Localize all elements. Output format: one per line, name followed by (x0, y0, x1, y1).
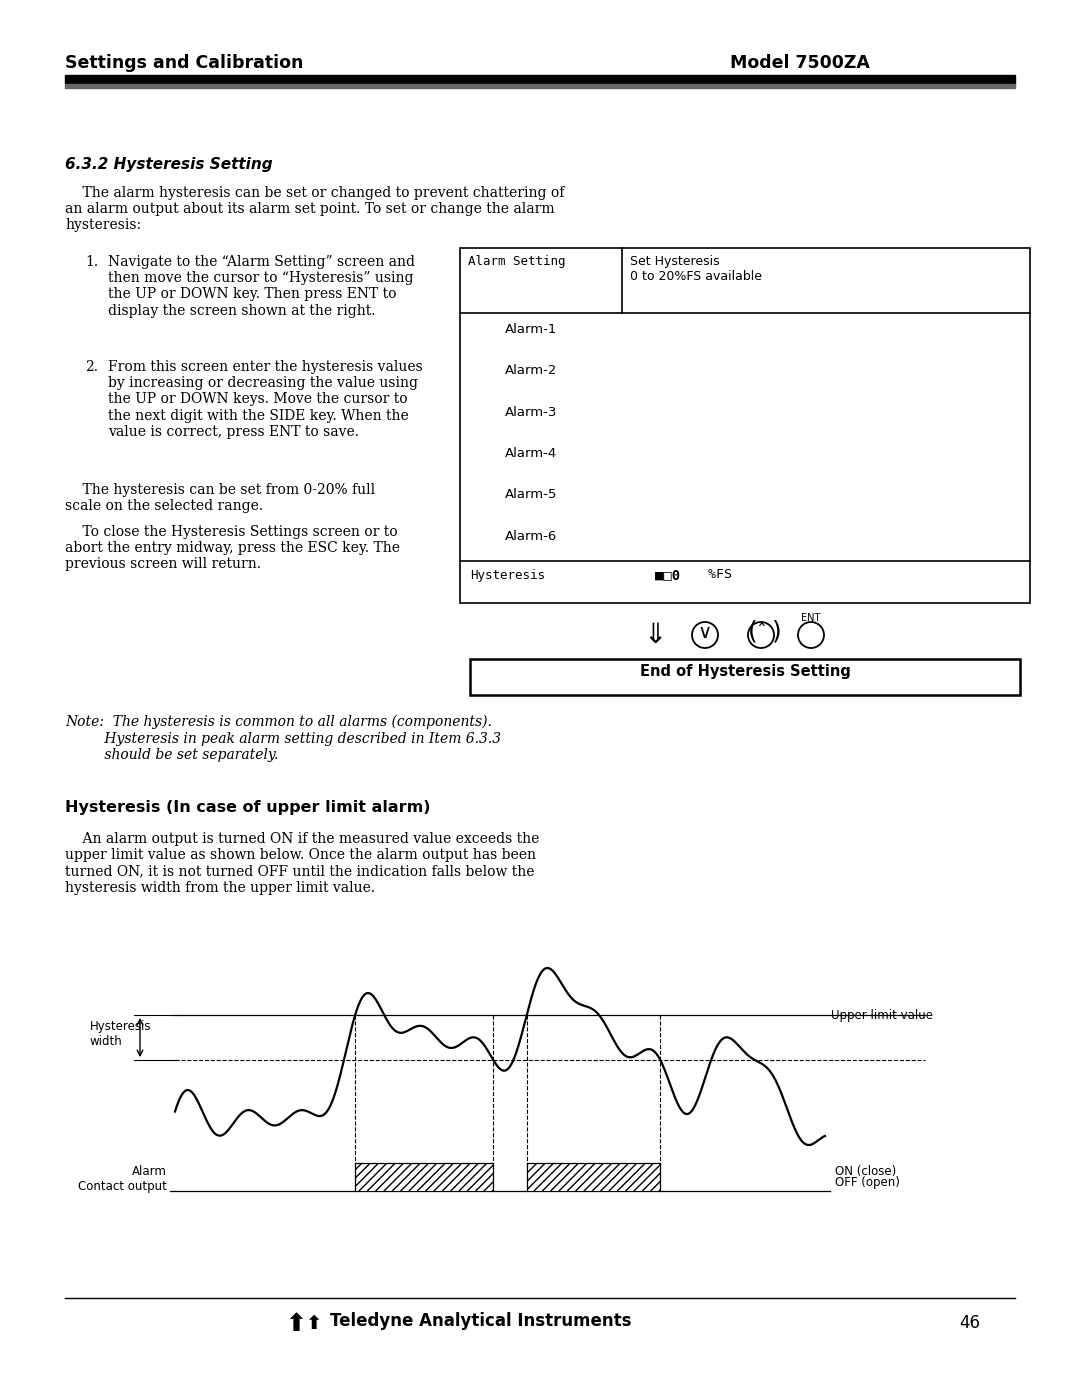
Bar (65, 84, 1015, 88)
Text: 6.3.2 Hysteresis Setting: 6.3.2 Hysteresis Setting (65, 156, 272, 172)
Text: (: ( (748, 619, 758, 643)
Bar (470, 659, 1020, 694)
Text: ∨: ∨ (698, 623, 712, 643)
Text: To close the Hysteresis Settings screen or to
abort the entry midway, press the : To close the Hysteresis Settings screen … (65, 525, 400, 571)
Text: End of Hysteresis Setting: End of Hysteresis Setting (639, 664, 850, 679)
Text: Note:  The hysteresis is common to all alarms (components).
         Hysteresis : Note: The hysteresis is common to all al… (65, 715, 501, 761)
Text: ): ) (772, 619, 782, 643)
Text: From this screen enter the hysteresis values
by increasing or decreasing the val: From this screen enter the hysteresis va… (108, 360, 422, 439)
Text: Alarm-5: Alarm-5 (505, 489, 557, 502)
Text: Settings and Calibration: Settings and Calibration (65, 54, 303, 73)
Bar (355, 1162, 494, 1192)
Text: Alarm-6: Alarm-6 (505, 529, 557, 542)
Text: An alarm output is turned ON if the measured value exceeds the
upper limit value: An alarm output is turned ON if the meas… (65, 833, 539, 894)
Text: Alarm-3: Alarm-3 (505, 405, 557, 419)
Text: Set Hysteresis
0 to 20%FS available: Set Hysteresis 0 to 20%FS available (630, 256, 762, 284)
Text: %FS: %FS (700, 569, 732, 581)
Text: Alarm
Contact output: Alarm Contact output (78, 1165, 167, 1193)
Text: ⬆: ⬆ (305, 1315, 322, 1333)
Text: ON (close): ON (close) (835, 1165, 896, 1178)
Text: Alarm Setting: Alarm Setting (468, 256, 566, 268)
Text: Hysteresis (In case of upper limit alarm): Hysteresis (In case of upper limit alarm… (65, 800, 431, 814)
Text: Alarm-2: Alarm-2 (505, 365, 557, 377)
Text: ⇓: ⇓ (644, 622, 666, 650)
Text: The hysteresis can be set from 0-20% full
scale on the selected range.: The hysteresis can be set from 0-20% ful… (65, 483, 375, 513)
Text: Alarm-4: Alarm-4 (505, 447, 557, 460)
Bar (527, 1162, 661, 1192)
Text: ⬆: ⬆ (285, 1312, 306, 1336)
Text: 46: 46 (959, 1315, 980, 1331)
Text: Navigate to the “Alarm Setting” screen and
then move the cursor to “Hysteresis” : Navigate to the “Alarm Setting” screen a… (108, 256, 415, 317)
Text: ENT: ENT (801, 613, 821, 623)
Text: Teledyne Analytical Instruments: Teledyne Analytical Instruments (330, 1312, 632, 1330)
Text: 2.: 2. (85, 360, 98, 374)
Text: ■□0: ■□0 (654, 569, 680, 583)
Text: OFF (open): OFF (open) (835, 1176, 900, 1189)
Text: Hysteresis
width: Hysteresis width (90, 1020, 151, 1048)
Text: Upper limit value: Upper limit value (831, 1009, 933, 1023)
Text: The alarm hysteresis can be set or changed to prevent chattering of
an alarm out: The alarm hysteresis can be set or chang… (65, 186, 565, 232)
Text: 1.: 1. (85, 256, 98, 270)
Text: Model 7500ZA: Model 7500ZA (730, 54, 869, 73)
Text: ˆ: ˆ (756, 623, 766, 643)
Bar (460, 249, 1030, 604)
Bar (65, 75, 1015, 84)
Text: Alarm-1: Alarm-1 (505, 323, 557, 337)
Text: Hysteresis: Hysteresis (470, 569, 545, 583)
